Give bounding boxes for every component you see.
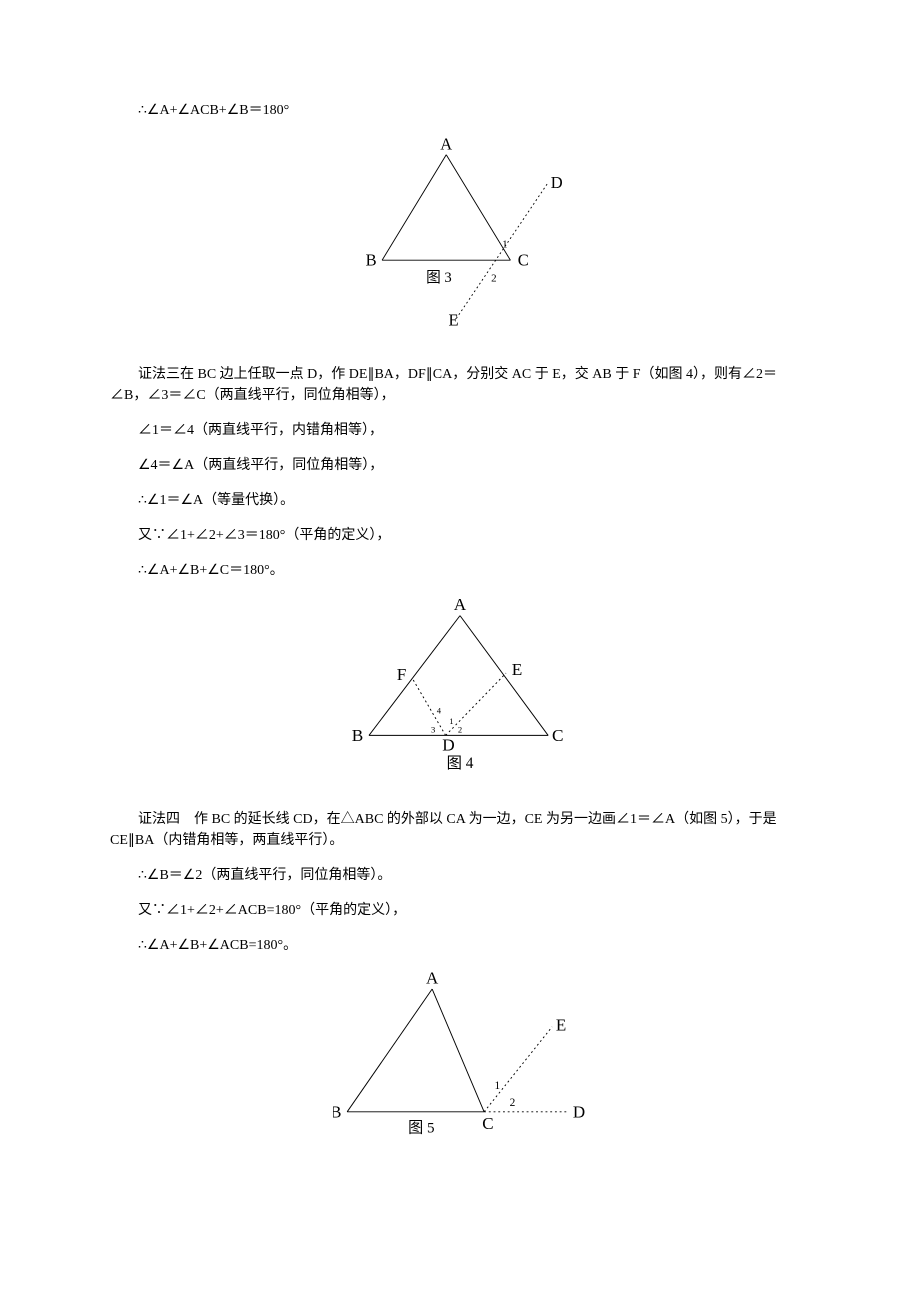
figure-4-diagram: A B C D E F 1 2 3 4 图 4 xyxy=(345,595,575,780)
svg-text:2: 2 xyxy=(491,272,497,284)
equation-p1: ∴∠A+∠ACB+∠B＝180° xyxy=(110,100,810,121)
proof3-intro: 证法三在 BC 边上任取一点 D，作 DE∥BA，DF∥CA，分别交 AC 于 … xyxy=(110,364,810,406)
svg-text:B: B xyxy=(333,1102,342,1121)
page: ∴∠A+∠ACB+∠B＝180° A B C D E 1 2 图 3 证法三在 … xyxy=(0,0,920,1302)
svg-text:E: E xyxy=(512,660,523,679)
svg-text:图 4: 图 4 xyxy=(447,755,474,772)
svg-text:C: C xyxy=(552,726,564,745)
svg-text:B: B xyxy=(352,726,364,745)
proof3-l1: ∠1＝∠4（两直线平行，内错角相等）， xyxy=(110,420,810,441)
proof3-l5: ∴∠A+∠B+∠C＝180°。 xyxy=(110,560,810,581)
proof4-l1: ∴∠B＝∠2（两直线平行，同位角相等）。 xyxy=(110,865,810,886)
svg-text:D: D xyxy=(551,173,563,192)
svg-text:图 5: 图 5 xyxy=(408,1120,434,1137)
svg-text:1: 1 xyxy=(494,1080,500,1092)
proof4-l2: 又∵∠1+∠2+∠ACB=180°（平角的定义）， xyxy=(110,900,810,921)
svg-text:F: F xyxy=(397,665,407,684)
figure-3: A B C D E 1 2 图 3 xyxy=(110,135,810,342)
figure-3-diagram: A B C D E 1 2 图 3 xyxy=(350,135,570,335)
svg-text:E: E xyxy=(555,1016,565,1035)
svg-text:图 3: 图 3 xyxy=(426,270,452,286)
svg-text:A: A xyxy=(440,135,452,153)
svg-text:A: A xyxy=(454,595,467,614)
svg-text:3: 3 xyxy=(431,725,435,735)
svg-text:2: 2 xyxy=(509,1097,515,1109)
svg-text:E: E xyxy=(449,310,459,329)
svg-text:A: A xyxy=(426,970,439,987)
svg-text:4: 4 xyxy=(437,705,442,715)
svg-text:1: 1 xyxy=(449,716,453,726)
svg-text:B: B xyxy=(366,251,377,270)
svg-text:D: D xyxy=(442,736,454,755)
proof3-l4: 又∵∠1+∠2+∠3＝180°（平角的定义）， xyxy=(110,525,810,546)
svg-text:C: C xyxy=(518,251,529,270)
figure-5: A B C D E 1 2 图 5 xyxy=(110,970,810,1152)
svg-text:1: 1 xyxy=(502,238,508,250)
svg-text:2: 2 xyxy=(458,725,462,735)
svg-text:C: C xyxy=(482,1114,493,1133)
svg-text:D: D xyxy=(572,1102,584,1121)
proof4-intro: 证法四 作 BC 的延长线 CD，在△ABC 的外部以 CA 为一边，CE 为另… xyxy=(110,809,810,851)
proof4-l3: ∴∠A+∠B+∠ACB=180°。 xyxy=(110,935,810,956)
proof3-l2: ∠4＝∠A（两直线平行，同位角相等）， xyxy=(110,455,810,476)
figure-5-diagram: A B C D E 1 2 图 5 xyxy=(333,970,588,1145)
proof3-l3: ∴∠1＝∠A（等量代换）。 xyxy=(110,490,810,511)
figure-4: A B C D E F 1 2 3 4 图 4 xyxy=(110,595,810,787)
